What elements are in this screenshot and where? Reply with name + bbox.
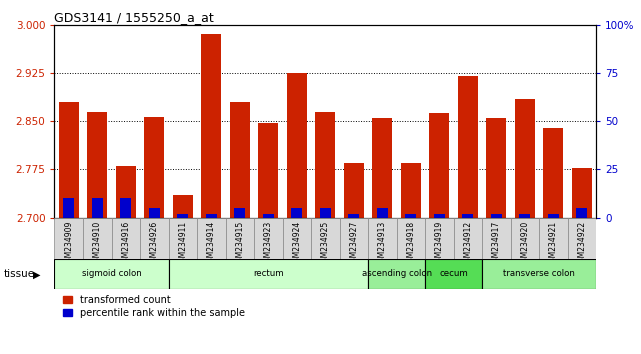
Bar — [454, 218, 482, 260]
Bar — [576, 208, 587, 218]
Text: tissue: tissue — [3, 269, 35, 279]
Bar — [340, 218, 368, 260]
Bar — [197, 218, 226, 260]
Text: GSM234920: GSM234920 — [520, 221, 529, 267]
Text: GDS3141 / 1555250_a_at: GDS3141 / 1555250_a_at — [54, 11, 214, 24]
Text: GSM234926: GSM234926 — [150, 221, 159, 267]
Bar — [425, 218, 454, 260]
Text: GSM234913: GSM234913 — [378, 221, 387, 267]
Bar — [320, 208, 331, 218]
Bar — [511, 218, 539, 260]
Text: GSM234915: GSM234915 — [235, 221, 244, 267]
Bar — [348, 214, 360, 218]
Bar — [515, 99, 535, 218]
Bar — [54, 259, 169, 289]
Text: GSM234922: GSM234922 — [578, 221, 587, 267]
Bar — [169, 218, 197, 260]
Text: sigmoid colon: sigmoid colon — [81, 269, 142, 279]
Text: GSM234925: GSM234925 — [320, 221, 330, 267]
Bar — [263, 214, 274, 218]
Bar — [315, 112, 335, 218]
Bar — [59, 102, 79, 218]
Bar — [405, 214, 416, 218]
Bar — [287, 73, 307, 218]
Bar — [572, 167, 592, 218]
Text: GSM234927: GSM234927 — [349, 221, 358, 267]
Bar — [291, 208, 303, 218]
Text: cecum: cecum — [439, 269, 468, 279]
Text: transverse colon: transverse colon — [503, 269, 575, 279]
Text: GSM234914: GSM234914 — [207, 221, 216, 267]
Bar — [206, 214, 217, 218]
Text: GSM234909: GSM234909 — [64, 221, 73, 268]
Bar — [144, 118, 164, 218]
Text: GSM234923: GSM234923 — [264, 221, 273, 267]
Bar — [140, 218, 169, 260]
Bar — [519, 214, 530, 218]
Bar — [63, 199, 74, 218]
Bar — [458, 76, 478, 218]
Bar — [112, 218, 140, 260]
Text: GSM234910: GSM234910 — [93, 221, 102, 267]
Bar — [83, 218, 112, 260]
Text: GSM234921: GSM234921 — [549, 221, 558, 267]
Bar — [230, 102, 250, 218]
Bar — [397, 218, 425, 260]
Bar — [173, 195, 193, 218]
Text: GSM234917: GSM234917 — [492, 221, 501, 267]
Text: ▶: ▶ — [33, 269, 41, 279]
Bar — [491, 214, 502, 218]
Bar — [434, 214, 445, 218]
Bar — [283, 218, 311, 260]
Bar — [92, 199, 103, 218]
Bar — [201, 34, 221, 218]
Text: GSM234918: GSM234918 — [406, 221, 415, 267]
Bar — [121, 199, 131, 218]
Bar — [368, 218, 397, 260]
Bar — [169, 259, 368, 289]
Bar — [344, 163, 364, 218]
Bar — [149, 208, 160, 218]
Bar — [54, 218, 83, 260]
Bar — [116, 166, 136, 218]
Bar — [368, 259, 425, 289]
Legend: transformed count, percentile rank within the sample: transformed count, percentile rank withi… — [63, 295, 245, 318]
Bar — [401, 163, 420, 218]
Bar — [178, 214, 188, 218]
Bar — [487, 118, 506, 218]
Text: GSM234912: GSM234912 — [463, 221, 472, 267]
Bar — [568, 218, 596, 260]
Bar — [462, 214, 473, 218]
Text: GSM234916: GSM234916 — [121, 221, 130, 267]
Bar — [548, 214, 559, 218]
Text: ascending colon: ascending colon — [362, 269, 431, 279]
Bar — [235, 208, 246, 218]
Bar — [377, 208, 388, 218]
Bar — [482, 218, 511, 260]
Bar — [254, 218, 283, 260]
Bar — [87, 112, 107, 218]
Bar — [482, 259, 596, 289]
Bar — [372, 118, 392, 218]
Bar — [539, 218, 568, 260]
Text: GSM234924: GSM234924 — [292, 221, 301, 267]
Text: GSM234911: GSM234911 — [178, 221, 187, 267]
Bar — [425, 259, 482, 289]
Bar — [311, 218, 340, 260]
Text: rectum: rectum — [253, 269, 283, 279]
Bar — [544, 128, 563, 218]
Bar — [226, 218, 254, 260]
Bar — [258, 122, 278, 218]
Text: GSM234919: GSM234919 — [435, 221, 444, 267]
Bar — [429, 113, 449, 218]
